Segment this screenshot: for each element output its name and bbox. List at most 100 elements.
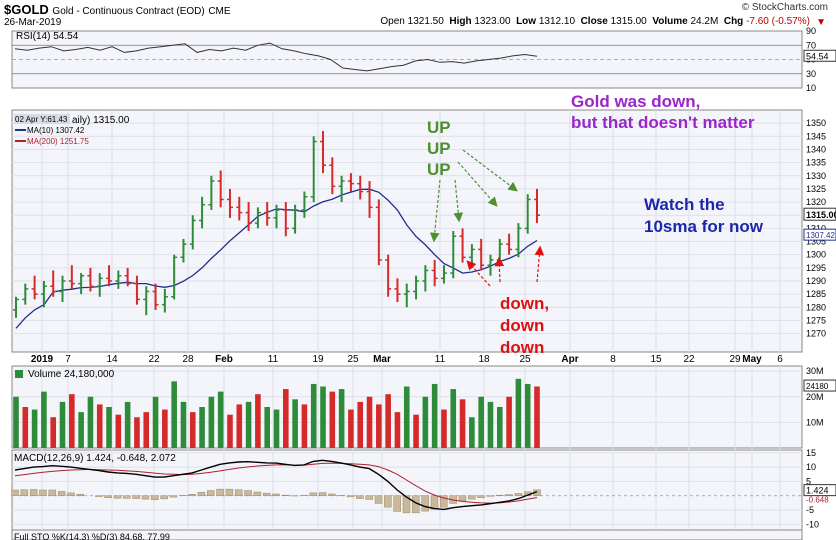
macd-histogram-bar	[402, 495, 411, 514]
symbol: $GOLD	[4, 2, 49, 17]
volume-bar	[524, 383, 531, 448]
annotation-gold-line1: Gold was down,	[571, 92, 700, 111]
price-y-tick: 1300	[806, 250, 826, 260]
x-tick-label: 18	[478, 354, 490, 365]
macd-histogram-bar	[141, 495, 150, 500]
volume-bar	[245, 401, 252, 448]
macd-histogram-bar	[151, 495, 159, 500]
macd-histogram-bar	[262, 492, 271, 496]
volume-bar	[376, 404, 382, 448]
macd-current-box	[803, 484, 836, 497]
symbol-title: $GOLD Gold - Continuous Contract (EOD) C…	[4, 2, 231, 17]
macd-line	[14, 459, 538, 511]
macd-histogram-bar	[309, 492, 318, 496]
volume-bar	[534, 386, 540, 448]
price-bar	[292, 204, 299, 234]
price-bar	[31, 275, 38, 300]
volume-bar	[329, 391, 336, 448]
macd-histogram-bar	[234, 489, 243, 496]
price-y-tick: 1335	[806, 158, 826, 168]
macd-histogram-bar	[468, 495, 476, 500]
price-bar	[301, 191, 308, 218]
annotation-gold-line2: but that doesn't matter	[571, 113, 755, 132]
rsi-title: RSI(14) 54.54	[16, 31, 79, 42]
macd-histogram-bar	[318, 492, 327, 496]
price-y-tick: 1325	[806, 184, 826, 194]
volume-bar	[403, 386, 410, 448]
volume-bar	[320, 386, 326, 448]
price-bar	[161, 288, 168, 313]
volume-bar	[124, 401, 131, 448]
price-bar	[106, 265, 113, 287]
price-bar	[78, 273, 85, 295]
x-tick-label: 2019	[31, 354, 54, 365]
price-bar	[422, 265, 429, 292]
price-bar	[236, 196, 243, 221]
price-bar	[329, 157, 336, 195]
price-bar	[403, 283, 410, 308]
price-bar	[208, 175, 215, 210]
volume-y-tick: 30M	[806, 366, 824, 376]
x-tick-label: Feb	[215, 354, 233, 365]
price-bar	[478, 238, 485, 271]
price-bar	[310, 136, 317, 203]
price-y-tick: 1280	[806, 302, 826, 312]
price-y-tick: 1340	[806, 144, 826, 154]
price-bar	[50, 270, 57, 297]
macd-histogram-bar	[188, 494, 196, 496]
volume-bar	[22, 407, 29, 448]
annotation-arrow-up4	[462, 149, 518, 192]
price-bar	[338, 175, 345, 203]
price-bar	[431, 259, 438, 287]
volume-bar	[31, 409, 38, 448]
brand-logo[interactable]: © StockCharts.com	[741, 2, 828, 13]
price-bar	[226, 188, 233, 218]
price-bar	[264, 202, 271, 226]
macd-histogram-bar	[374, 495, 383, 504]
ma10-current-label: 1307.42	[806, 231, 835, 240]
volume-bar	[348, 409, 354, 448]
price-current-label: 1315.00	[806, 210, 836, 220]
price-bar	[524, 194, 531, 234]
x-tick-label: 8	[610, 354, 616, 365]
price-title: aily) 1315.00	[72, 115, 130, 126]
volume-bar	[59, 401, 66, 448]
volume-bar	[255, 394, 261, 448]
volume-bar	[115, 414, 122, 448]
volume-bar	[459, 399, 466, 448]
volume-bar	[283, 389, 289, 448]
volume-bar	[385, 394, 391, 448]
x-tick-label: Apr	[561, 354, 578, 365]
price-y-tick: 1320	[806, 197, 826, 207]
volume-bar	[450, 389, 457, 448]
macd-histogram-bar	[67, 492, 75, 496]
rsi-y-tick: 90	[806, 26, 816, 36]
price-bar	[245, 202, 252, 231]
price-bar	[273, 204, 280, 229]
macd-histogram-bar	[48, 489, 57, 496]
x-tick-label: 11	[268, 354, 279, 365]
macd-title: MACD(12,26,9) 1.424, -0.648, 2.072	[14, 453, 176, 464]
signal-current-label: -0.648	[806, 496, 829, 505]
volume-current-box	[803, 379, 836, 392]
x-tick-label: 25	[347, 354, 359, 365]
volume-title: Volume 24,180,000	[28, 369, 115, 380]
exchange: CME	[208, 6, 231, 17]
price-bar	[347, 173, 354, 192]
price-bar	[254, 207, 261, 229]
macd-histogram-bar	[486, 495, 495, 497]
macd-histogram-bar	[505, 494, 513, 496]
volume-bar	[199, 407, 205, 448]
volume-bar	[357, 401, 364, 448]
volume-bar	[41, 391, 47, 448]
price-y-tick: 1310	[806, 223, 826, 233]
price-bar	[450, 231, 457, 279]
macd-histogram-bar	[216, 488, 224, 496]
price-bar	[59, 275, 66, 303]
price-y-tick: 1345	[806, 131, 826, 141]
price-y-tick: 1285	[806, 289, 826, 299]
volume-bar	[496, 407, 503, 448]
annotation-down-3: down	[500, 338, 544, 357]
volume-bar	[171, 381, 177, 448]
